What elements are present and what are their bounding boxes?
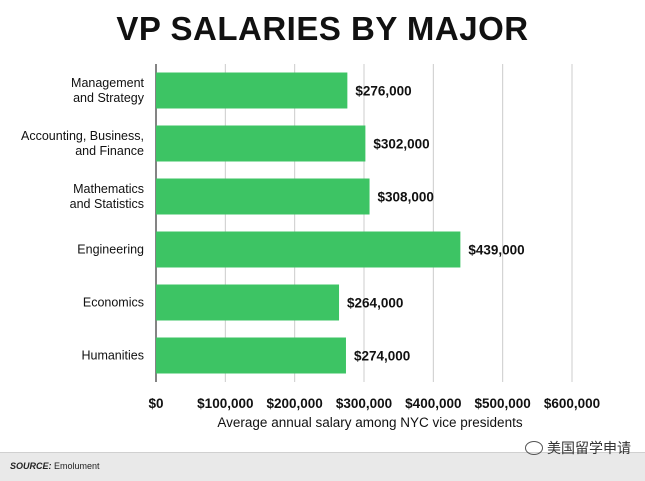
- grid-lines: [155, 64, 573, 382]
- x-tick-labels: $0 $100,000 $200,000 $300,000 $400,000 $500,0…: [148, 396, 600, 411]
- watermark: 美国留学申请: [525, 438, 631, 458]
- category-labels: Management and Strategy Accounting, Busine…: [21, 76, 145, 363]
- source-note: SOURCE: Emolument: [10, 461, 100, 471]
- category-label: Engineering: [77, 243, 144, 257]
- bars: [156, 72, 461, 374]
- bar: [156, 284, 340, 321]
- data-label: $264,000: [347, 296, 403, 311]
- x-tick-label: $300,000: [336, 396, 392, 411]
- data-label: $302,000: [373, 137, 429, 152]
- footer-bar: SOURCE: Emolument: [0, 452, 645, 481]
- data-label: $439,000: [468, 243, 524, 258]
- x-tick-label: $500,000: [475, 396, 531, 411]
- x-axis-title: Average annual salary among NYC vice pre…: [217, 415, 522, 430]
- bar: [156, 178, 370, 215]
- chat-bubble-icon: [525, 441, 543, 455]
- data-label: $274,000: [354, 349, 410, 364]
- source-value: Emolument: [54, 461, 100, 471]
- category-label: Mathematics and Statistics: [70, 182, 144, 211]
- data-label: $308,000: [378, 190, 434, 205]
- x-tick-label: $400,000: [405, 396, 461, 411]
- bar: [156, 231, 461, 268]
- source-key: SOURCE:: [10, 461, 52, 471]
- bar: [156, 125, 366, 162]
- x-tick-label: $200,000: [267, 396, 323, 411]
- x-tick-label: $600,000: [544, 396, 600, 411]
- watermark-text: 美国留学申请: [547, 441, 631, 457]
- bar: [156, 72, 348, 109]
- bar-chart: Management and Strategy Accounting, Busine…: [21, 64, 600, 430]
- chart-title: VP SALARIES BY MAJOR: [116, 10, 529, 47]
- category-label: Economics: [83, 296, 144, 310]
- x-tick-label: $100,000: [197, 396, 253, 411]
- category-label: Accounting, Business, and Finance: [21, 129, 144, 158]
- data-label: $276,000: [355, 84, 411, 99]
- bar: [156, 337, 346, 374]
- category-label: Management and Strategy: [71, 76, 145, 105]
- category-label: Humanities: [81, 349, 144, 363]
- value-labels: $276,000 $302,000 $308,000 $439,000 $264,000…: [347, 84, 525, 364]
- x-tick-label: $0: [148, 396, 163, 411]
